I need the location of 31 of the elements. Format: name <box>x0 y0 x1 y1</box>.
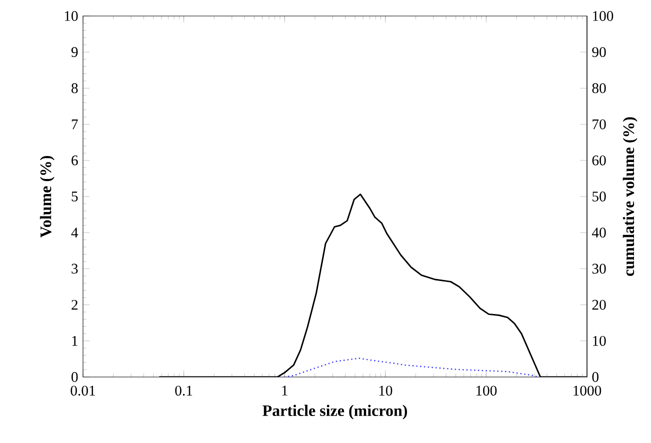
y-tick-label: 0 <box>72 372 78 382</box>
y2-tick-label: 100 <box>593 11 614 21</box>
y2-tick-label: 40 <box>592 228 606 238</box>
y2-tick-label: 0 <box>592 372 598 382</box>
y-axis-title: Volume (%) <box>40 156 54 238</box>
y2-tick-label: 30 <box>592 264 606 274</box>
x-axis-title: Particle size (micron) <box>262 404 408 420</box>
y2-tick-label: 90 <box>592 47 606 58</box>
y-tick-label: 8 <box>72 83 78 94</box>
y-tick-label: 6 <box>72 155 78 166</box>
y2-axis-title: cumulative volume (%) <box>622 117 638 276</box>
y-tick-label: 2 <box>72 300 78 310</box>
x-tick-label: 10 <box>379 386 392 396</box>
y2-tick-label: 70 <box>592 119 606 130</box>
y2-tick-label: 80 <box>592 83 606 94</box>
y-tick-label: 1 <box>72 336 78 346</box>
x-tick-label: 1 <box>282 386 288 396</box>
y-tick-label: 4 <box>71 228 78 238</box>
y2-tick-label: 60 <box>592 155 606 166</box>
y2-tick-label: 20 <box>592 300 606 310</box>
y-tick-label: 3 <box>72 264 78 274</box>
y2-tick-label: 10 <box>593 336 606 346</box>
y-tick-label: 10 <box>64 11 78 21</box>
x-tick-label: 0.1 <box>175 386 192 396</box>
x-tick-label: 100 <box>476 386 497 396</box>
y-tick-label: 9 <box>71 47 78 58</box>
y-tick-label: 7 <box>72 120 78 130</box>
y2-tick-label: 50 <box>592 192 606 202</box>
x-tick-label: 1000 <box>574 386 602 396</box>
x-tick-label: 0.01 <box>70 386 95 396</box>
y-tick-label: 5 <box>72 192 78 202</box>
